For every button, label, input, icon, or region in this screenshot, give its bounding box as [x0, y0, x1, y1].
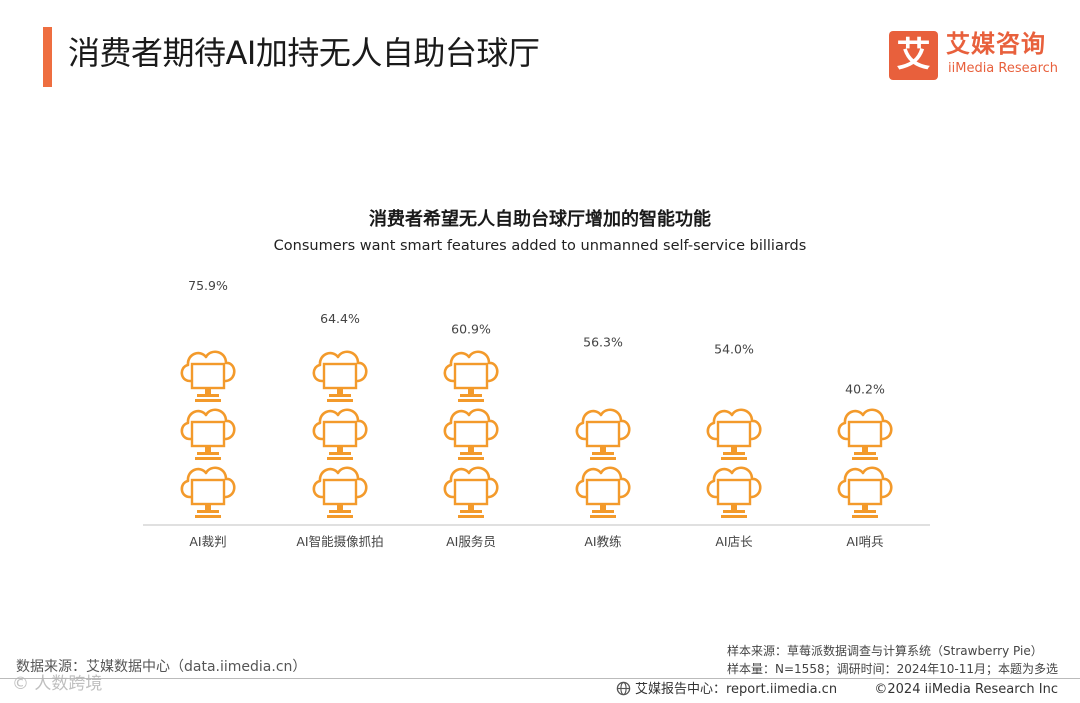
- bar-3: 56.3% AI教练: [575, 335, 631, 549]
- value-label: 60.9%: [451, 321, 491, 336]
- bar-1: 64.4% AI智能摄像抓拍: [296, 311, 383, 549]
- logo-text-en: iiMedia Research: [948, 61, 1059, 76]
- chart-title: 消费者希望无人自助台球厅增加的智能功能: [369, 209, 711, 230]
- copyright: ©2024 iiMedia Research Inc: [874, 682, 1058, 697]
- category-label: AI裁判: [189, 534, 226, 549]
- brand-logo[interactable]: 艾 艾媒咨询 iiMedia Research: [889, 30, 1069, 81]
- report-center-text: 艾媒报告中心：report.iimedia.cn: [635, 682, 838, 697]
- footer-divider: [0, 678, 1080, 679]
- cloud-monitor-icon: [180, 466, 236, 520]
- sample-source: 样本来源：草莓派数据调查与计算系统（Strawberry Pie）: [727, 644, 1043, 658]
- value-label: 54.0%: [714, 341, 754, 356]
- cloud-monitor-icon: [837, 466, 893, 520]
- cloud-monitor-icon: [312, 466, 368, 520]
- bar-5: 40.2% AI哨兵: [837, 381, 893, 549]
- sample-note: 样本来源：草莓派数据调查与计算系统（Strawberry Pie） 样本量：N=…: [727, 642, 1058, 678]
- value-label: 75.9%: [188, 278, 228, 293]
- cloud-monitor-icon: [575, 408, 631, 462]
- cloud-monitor-icon: [443, 350, 499, 404]
- cloud-monitor-icon: [575, 466, 631, 520]
- cloud-monitor-icon-partial: [445, 294, 497, 344]
- bar-0: 75.9% AI裁判: [180, 278, 236, 549]
- cloud-monitor-icon: [312, 350, 368, 404]
- value-label: 64.4%: [320, 311, 360, 326]
- page-title: 消费者期待AI加持无人自助台球厅: [68, 34, 540, 72]
- category-label: AI教练: [584, 534, 622, 549]
- bar-2: 60.9% AI服务员: [443, 294, 499, 549]
- category-label: AI智能摄像抓拍: [296, 534, 383, 549]
- data-source: 数据来源：艾媒数据中心（data.iimedia.cn）: [16, 659, 307, 675]
- watermark: © 人数跨境: [12, 674, 103, 694]
- cloud-monitor-icon: [443, 408, 499, 462]
- category-label: AI哨兵: [846, 534, 883, 549]
- cloud-monitor-icon: [180, 350, 236, 404]
- logo-text-cn: 艾媒咨询: [946, 30, 1046, 58]
- value-label: 40.2%: [845, 381, 885, 396]
- cloud-monitor-icon: [180, 408, 236, 462]
- value-label: 56.3%: [583, 335, 623, 350]
- category-label: AI服务员: [446, 534, 496, 549]
- cloud-monitor-icon: [706, 466, 762, 520]
- logo-mark-icon: 艾: [889, 31, 938, 80]
- cloud-monitor-icon-partial: [575, 358, 631, 404]
- title-accent-bar: [43, 27, 52, 87]
- globe-icon: [616, 681, 631, 703]
- cloud-monitor-icon-partial: [180, 301, 236, 346]
- cloud-monitor-icon: [706, 408, 762, 462]
- cloud-monitor-icon-partial: [706, 365, 762, 404]
- chart-subtitle: Consumers want smart features added to u…: [273, 238, 807, 254]
- cloud-monitor-icon: [312, 408, 368, 462]
- bar-4: 54.0% AI店长: [706, 341, 762, 549]
- report-center[interactable]: 艾媒报告中心：report.iimedia.cn: [616, 680, 837, 703]
- cloud-monitor-icon: [837, 408, 893, 462]
- cloud-monitor-icon: [443, 466, 499, 520]
- sample-info: 样本量：N=1558；调研时间：2024年10-11月；本题为多选: [727, 662, 1058, 676]
- category-label: AI店长: [715, 534, 753, 549]
